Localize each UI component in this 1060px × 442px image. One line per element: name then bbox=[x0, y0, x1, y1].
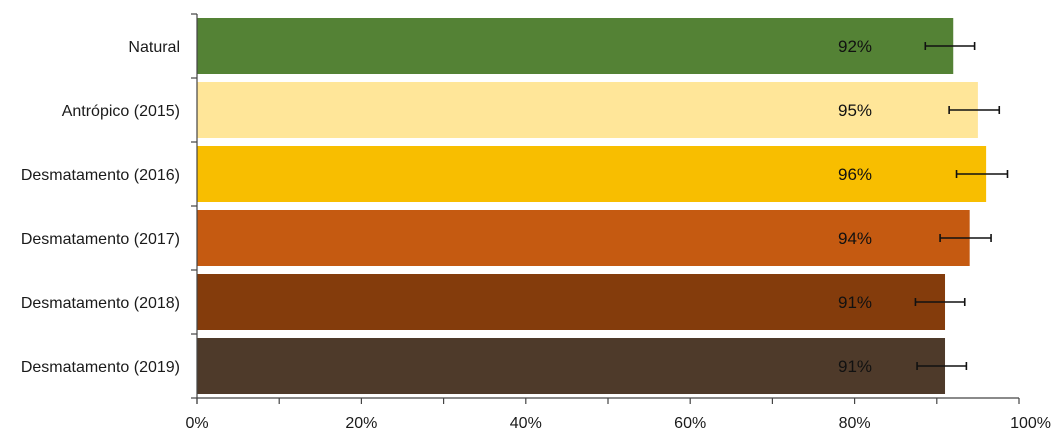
bar-1 bbox=[197, 82, 978, 138]
data-label-2: 96% bbox=[838, 165, 872, 184]
category-labels-group: Natural Antrópico (2015) Desmatamento (201… bbox=[21, 39, 180, 376]
category-label-5: Desmatamento (2019) bbox=[21, 359, 180, 376]
data-label-1: 95% bbox=[838, 101, 872, 120]
x-tick-label-20: 20% bbox=[345, 415, 377, 432]
data-label-3: 94% bbox=[838, 229, 872, 248]
category-label-1: Antrópico (2015) bbox=[62, 103, 180, 120]
x-tick-label-100: 100% bbox=[1010, 415, 1051, 432]
bar-2 bbox=[197, 146, 987, 202]
x-tick-label-60: 60% bbox=[674, 415, 706, 432]
error-bar-4 bbox=[914, 298, 966, 306]
error-bar-3 bbox=[939, 234, 992, 242]
error-bar-1 bbox=[948, 106, 1001, 114]
error-bars-group bbox=[914, 42, 1009, 370]
error-bar-0 bbox=[924, 42, 976, 50]
data-label-5: 91% bbox=[838, 357, 872, 376]
data-label-4: 91% bbox=[838, 293, 872, 312]
x-tick-label-40: 40% bbox=[510, 415, 542, 432]
category-label-2: Desmatamento (2016) bbox=[21, 167, 180, 184]
data-labels-group: 92% 95% 96% 94% 91% 91% bbox=[838, 37, 872, 376]
x-tick-label-0: 0% bbox=[185, 415, 208, 432]
category-label-4: Desmatamento (2018) bbox=[21, 295, 180, 312]
error-bar-5 bbox=[916, 362, 968, 370]
bar-0 bbox=[197, 18, 954, 74]
bar-3 bbox=[197, 210, 970, 266]
bar-4 bbox=[197, 274, 946, 330]
category-label-3: Desmatamento (2017) bbox=[21, 231, 180, 248]
axes-group: 0% 20% 40% 60% 80% 100% bbox=[185, 13, 1051, 432]
error-bar-2 bbox=[955, 170, 1009, 178]
bar-5 bbox=[197, 338, 946, 394]
category-label-0: Natural bbox=[128, 39, 180, 56]
x-tick-label-80: 80% bbox=[839, 415, 871, 432]
bars-group bbox=[197, 18, 987, 394]
data-label-0: 92% bbox=[838, 37, 872, 56]
